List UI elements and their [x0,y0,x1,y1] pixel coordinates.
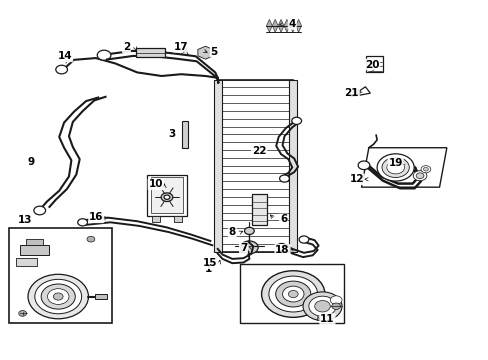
Bar [136,48,164,57]
Circle shape [34,206,45,215]
Circle shape [308,296,335,316]
Polygon shape [284,19,289,32]
Bar [289,80,297,252]
Text: 16: 16 [89,212,103,222]
Text: 3: 3 [168,129,176,139]
Circle shape [97,50,111,60]
Circle shape [381,157,408,177]
Circle shape [35,279,81,314]
Text: 8: 8 [228,227,235,237]
Bar [147,175,186,216]
Circle shape [288,291,298,298]
Circle shape [282,286,304,302]
Circle shape [275,281,310,307]
Circle shape [279,175,289,182]
Polygon shape [361,148,446,187]
Circle shape [386,161,404,174]
Circle shape [299,236,308,243]
Circle shape [331,303,340,310]
Circle shape [268,276,317,312]
Circle shape [376,154,413,181]
Text: 17: 17 [173,42,188,51]
Circle shape [87,236,95,242]
Circle shape [412,171,426,181]
Text: 4: 4 [288,19,295,29]
Text: 21: 21 [344,88,358,98]
Text: 5: 5 [210,46,218,57]
Circle shape [19,311,26,316]
Circle shape [78,219,87,226]
Bar [151,177,183,213]
Polygon shape [198,46,213,59]
Bar [173,216,181,222]
Polygon shape [272,19,278,32]
Circle shape [240,241,258,254]
Bar [9,228,112,323]
Circle shape [53,293,63,300]
Text: 2: 2 [122,42,130,52]
Circle shape [41,284,75,309]
Bar [252,194,266,225]
Bar [26,239,43,245]
Circle shape [163,195,169,199]
Bar [366,56,383,72]
Circle shape [357,161,369,170]
Polygon shape [266,19,272,32]
Circle shape [383,157,394,166]
Circle shape [261,271,325,318]
Text: 6: 6 [279,215,286,224]
Text: 11: 11 [320,314,334,324]
Text: 18: 18 [275,245,289,255]
Bar [239,264,344,323]
Text: 15: 15 [203,258,217,268]
Text: 9: 9 [27,157,35,167]
Polygon shape [278,19,284,32]
Circle shape [330,296,341,305]
Circle shape [303,292,341,320]
Bar [182,121,187,148]
Circle shape [420,166,430,173]
Bar [95,294,107,299]
Polygon shape [295,19,301,32]
Polygon shape [350,87,369,97]
Text: 14: 14 [58,51,72,61]
Circle shape [161,193,172,202]
Circle shape [47,289,69,305]
Text: 12: 12 [349,174,363,184]
Bar [217,80,293,252]
Bar [152,216,159,222]
Circle shape [352,90,359,95]
Text: 19: 19 [387,158,402,168]
Bar [20,245,49,255]
Text: 20: 20 [364,59,379,69]
Polygon shape [289,19,295,32]
Circle shape [28,274,88,319]
Circle shape [415,173,423,179]
Text: 1: 1 [205,264,212,274]
Circle shape [244,227,254,234]
Circle shape [314,301,330,312]
Text: 22: 22 [251,146,266,156]
Text: 7: 7 [239,243,247,253]
Circle shape [56,65,67,74]
Text: 13: 13 [18,215,32,225]
Circle shape [291,117,301,125]
Circle shape [423,167,427,171]
Bar [16,258,37,266]
Bar [213,80,221,252]
Circle shape [276,243,286,251]
Text: 10: 10 [148,179,163,189]
